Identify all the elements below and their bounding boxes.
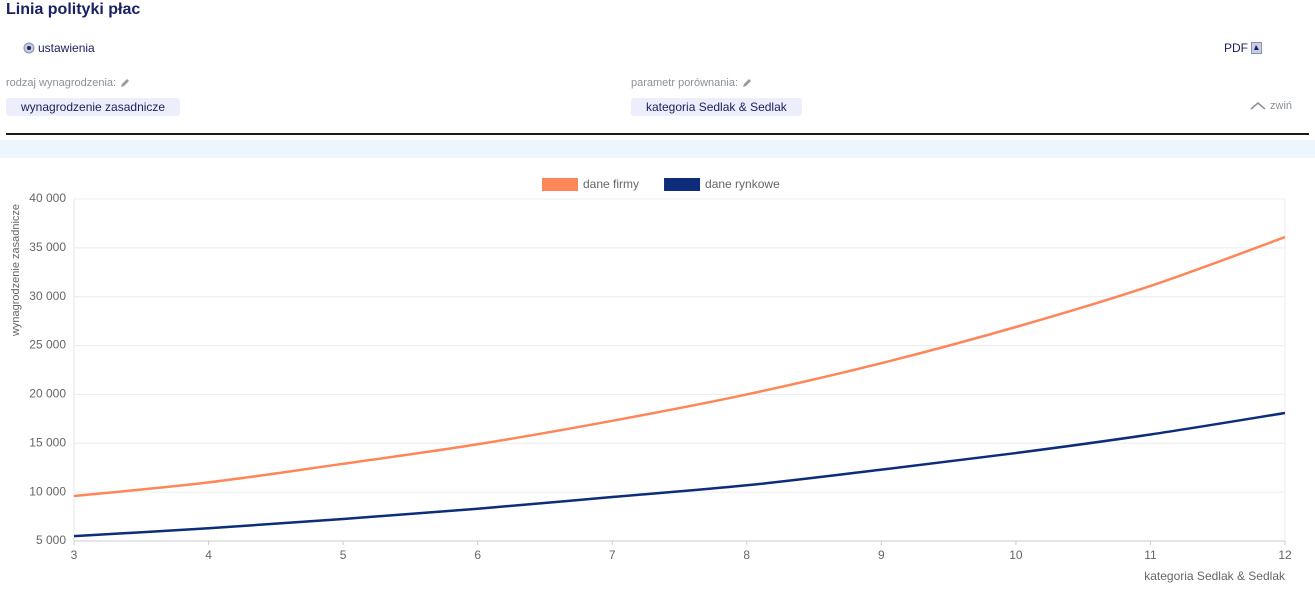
pdf-button[interactable]: PDF xyxy=(1224,41,1262,55)
filter-value[interactable]: wynagrodzenie zasadnicze xyxy=(6,98,181,116)
filter-label: rodzaj wynagrodzenia: xyxy=(6,77,130,89)
chevron-up-icon xyxy=(1250,102,1266,110)
x-tick-label: 11 xyxy=(1144,548,1157,562)
legend-item[interactable]: dane rynkowe xyxy=(664,177,780,191)
separator-band xyxy=(0,140,1315,158)
legend-swatch xyxy=(542,178,578,191)
x-tick-label: 6 xyxy=(474,548,481,562)
chart: 5 000 10 000 15 000 20 000 25 000 30 000 35 00… xyxy=(10,177,1292,583)
divider xyxy=(6,133,1309,135)
settings-button[interactable]: ustawienia xyxy=(23,41,95,55)
filter-label-text: rodzaj wynagrodzenia: xyxy=(6,77,117,89)
y-tick-label: 25 000 xyxy=(29,338,66,352)
y-tick-label: 5 000 xyxy=(36,533,66,547)
x-tick-label: 3 xyxy=(71,548,78,562)
x-tick-label: 9 xyxy=(878,548,885,562)
y-tick-label: 10 000 xyxy=(29,484,66,498)
y-tick-label: 20 000 xyxy=(29,387,66,401)
y-tick-label: 15 000 xyxy=(29,435,66,449)
y-axis-title: wynagrodzenie zasadnicze xyxy=(10,204,22,337)
filter-value[interactable]: kategoria Sedlak & Sedlak xyxy=(631,98,802,116)
legend-swatch xyxy=(664,178,701,191)
y-tick-label: 30 000 xyxy=(29,289,66,303)
page-title: Linia polityki płac xyxy=(6,1,141,18)
filter-label-text: parametr porównania: xyxy=(631,77,739,89)
pdf-label: PDF xyxy=(1224,41,1248,55)
pdf-icon xyxy=(1251,42,1262,54)
y-tick-label: 35 000 xyxy=(29,240,66,254)
x-tick-label: 8 xyxy=(743,548,750,562)
series-line xyxy=(73,235,1286,498)
series-line xyxy=(73,411,1286,538)
x-tick-label: 12 xyxy=(1278,548,1292,562)
legend-label: dane rynkowe xyxy=(705,177,780,191)
x-tick-label: 7 xyxy=(609,548,616,562)
settings-label: ustawienia xyxy=(38,41,95,55)
collapse-label: zwiń xyxy=(1270,100,1293,112)
collapse-button[interactable]: zwiń xyxy=(1250,100,1292,112)
edit-icon[interactable] xyxy=(742,78,752,88)
filter-label: parametr porównania: xyxy=(631,77,752,89)
x-tick-label: 4 xyxy=(205,548,212,562)
gear-icon xyxy=(23,42,35,54)
x-tick-label: 10 xyxy=(1009,548,1023,562)
edit-icon[interactable] xyxy=(120,78,130,88)
x-tick-label: 5 xyxy=(340,548,347,562)
legend-label: dane firmy xyxy=(583,177,639,191)
y-tick-label: 40 000 xyxy=(29,191,66,205)
x-axis-title: kategoria Sedlak & Sedlak xyxy=(1144,569,1286,583)
legend-item[interactable]: dane firmy xyxy=(542,177,639,191)
